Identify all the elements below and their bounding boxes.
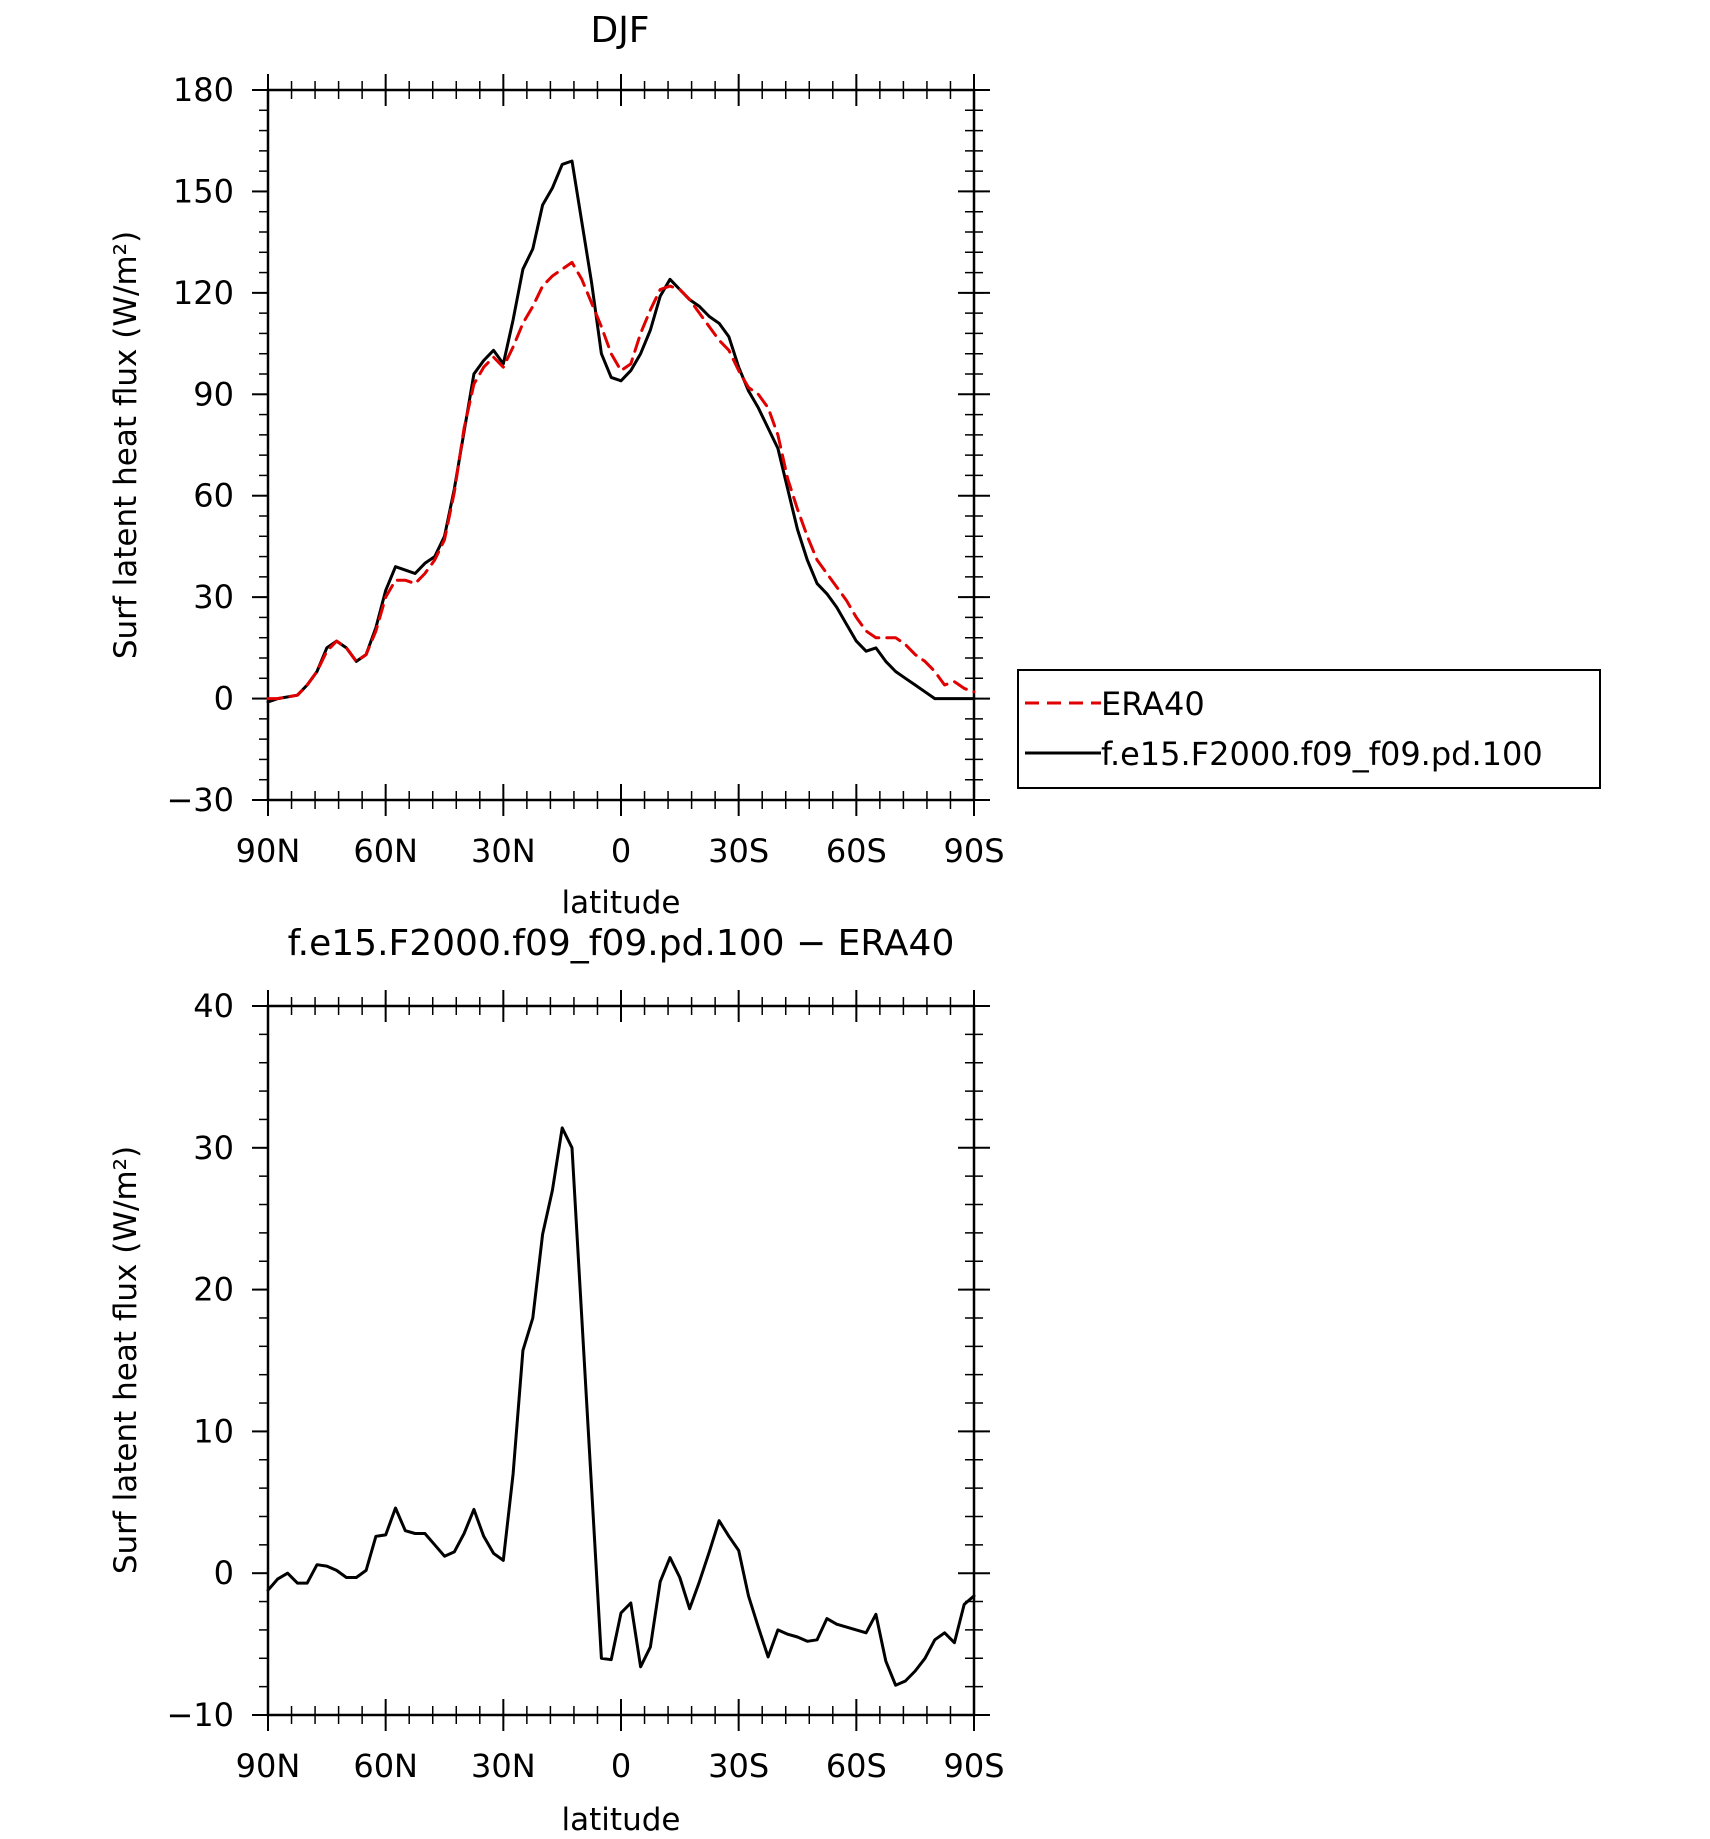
bottom-xtick-label: 30N bbox=[471, 1747, 536, 1785]
top-x-axis-label: latitude bbox=[562, 885, 681, 921]
top-ytick-label: 180 bbox=[173, 71, 234, 109]
legend-box bbox=[1017, 669, 1601, 789]
bottom-y-ticks: −10 0 10 20 30 40 bbox=[166, 987, 990, 1734]
bottom-ytick-label: 40 bbox=[193, 987, 234, 1025]
top-xtick-label: 30N bbox=[471, 832, 536, 870]
bottom-series-line-0 bbox=[266, 1126, 976, 1687]
bottom-xtick-label: 60S bbox=[826, 1747, 887, 1785]
top-minor-ticks bbox=[259, 81, 983, 809]
top-y-axis-label: Surf latent heat flux (W/m²) bbox=[108, 231, 144, 659]
top-ytick-label: 30 bbox=[193, 578, 234, 616]
top-xtick-label: 30S bbox=[708, 832, 769, 870]
bottom-plot-frame bbox=[266, 1004, 976, 1717]
top-ytick-label: 90 bbox=[193, 375, 234, 413]
top-ytick-label: 150 bbox=[173, 172, 234, 210]
top-xtick-label: 0 bbox=[611, 832, 631, 870]
bottom-xtick-label: 90N bbox=[236, 1747, 301, 1785]
top-y-ticks: −30 0 30 60 90 120 150 180 bbox=[166, 71, 990, 819]
bottom-chart-title: f.e15.F2000.f09_f09.pd.100 − ERA40 bbox=[288, 923, 955, 964]
top-x-ticks: 90N 60N 30N 0 30S 60S 90S bbox=[236, 74, 1005, 870]
bottom-series-layer bbox=[266, 1126, 976, 1687]
top-series-line-f-e15-f2000-f09-f09-pd-100 bbox=[266, 159, 976, 704]
bottom-panel: f.e15.F2000.f09_f09.pd.100 − ERA40 −10 0 1… bbox=[108, 923, 1005, 1838]
bottom-x-axis-label: latitude bbox=[562, 1802, 681, 1838]
top-xtick-label: 90N bbox=[236, 832, 301, 870]
top-xtick-label: 60S bbox=[826, 832, 887, 870]
bottom-xtick-label: 60N bbox=[353, 1747, 418, 1785]
top-ytick-label: 0 bbox=[214, 680, 234, 718]
top-ytick-label: 60 bbox=[193, 477, 234, 515]
bottom-ytick-label: −10 bbox=[166, 1696, 234, 1734]
top-plot-frame bbox=[266, 88, 976, 802]
bottom-y-axis-label: Surf latent heat flux (W/m²) bbox=[108, 1146, 144, 1574]
bottom-x-ticks: 90N 60N 30N 0 30S 60S 90S bbox=[236, 990, 1005, 1785]
top-xtick-label: 90S bbox=[943, 832, 1004, 870]
top-ytick-label: −30 bbox=[166, 781, 234, 819]
bottom-xtick-label: 0 bbox=[611, 1747, 631, 1785]
top-series-layer bbox=[266, 159, 976, 704]
bottom-ytick-label: 30 bbox=[193, 1129, 234, 1167]
legend-model-label: f.e15.F2000.f09_f09.pd.100 bbox=[1101, 735, 1543, 773]
top-series-line-era40 bbox=[266, 260, 976, 701]
bottom-xtick-label: 30S bbox=[708, 1747, 769, 1785]
top-chart-title: DJF bbox=[590, 10, 649, 51]
top-panel: DJF −30 0 30 60 90 120 150 180 90N 60N 30N 0 30S 60S… bbox=[108, 10, 1601, 921]
bottom-xtick-label: 90S bbox=[943, 1747, 1004, 1785]
bottom-ytick-label: 10 bbox=[193, 1412, 234, 1450]
legend-era40-label: ERA40 bbox=[1101, 685, 1205, 723]
bottom-ytick-label: 20 bbox=[193, 1271, 234, 1309]
top-ytick-label: 120 bbox=[173, 274, 234, 312]
legend: ERA40 f.e15.F2000.f09_f09.pd.100 bbox=[1017, 669, 1601, 789]
top-xtick-label: 60N bbox=[353, 832, 418, 870]
bottom-ytick-label: 0 bbox=[214, 1554, 234, 1592]
